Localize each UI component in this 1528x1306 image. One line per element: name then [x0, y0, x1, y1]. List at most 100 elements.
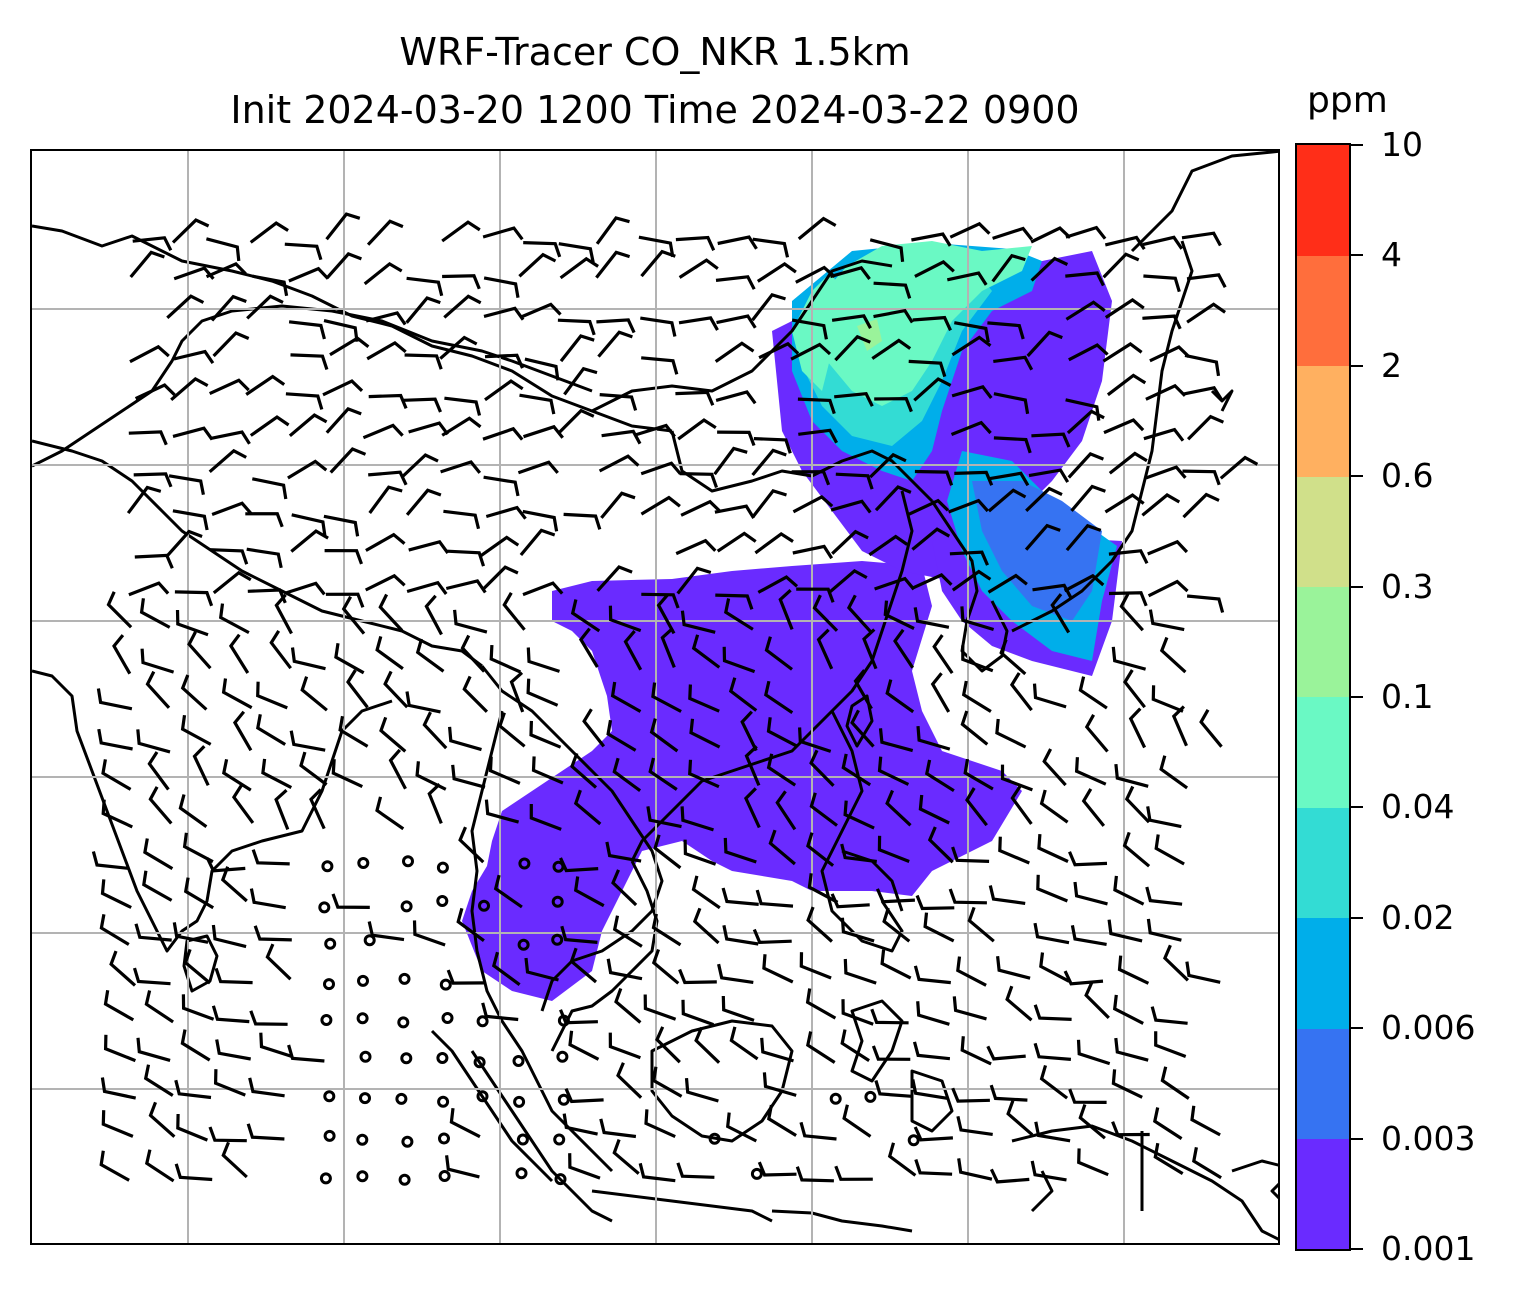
- wind-barb: [916, 1001, 950, 1026]
- wind-barb: [830, 499, 872, 514]
- wind-barb: [638, 235, 675, 258]
- wind-barb: [97, 728, 133, 751]
- map-canvas: [32, 151, 1278, 1243]
- wind-barb: [812, 594, 839, 632]
- wind-barb: [998, 836, 1030, 865]
- wind-barb: [405, 488, 442, 516]
- calm-wind-circle: [323, 1129, 336, 1142]
- wind-barb: [375, 796, 405, 831]
- wind-barb: [529, 804, 562, 831]
- colorbar-tick: [1351, 1137, 1363, 1140]
- wind-barb: [568, 1153, 601, 1180]
- colorbar-tick-label: 0.003: [1381, 1118, 1476, 1158]
- wind-barb: [751, 292, 786, 322]
- wind-barb: [211, 1005, 250, 1024]
- calm-wind-circle: [398, 1173, 411, 1186]
- wind-barb: [1067, 452, 1104, 479]
- wind-barb: [713, 446, 748, 476]
- wind-barb: [716, 314, 757, 329]
- wind-barb: [932, 634, 954, 674]
- wind-barb: [778, 589, 794, 630]
- wind-barb: [717, 430, 756, 447]
- wind-barb: [147, 751, 170, 791]
- wind-barb: [608, 1032, 641, 1060]
- wind-barb: [918, 794, 950, 825]
- wind-barb: [323, 514, 360, 537]
- wind-barb: [484, 353, 524, 369]
- wind-barb: [569, 947, 598, 984]
- wind-barb: [366, 340, 407, 361]
- wind-barb: [875, 888, 915, 904]
- wind-barb: [871, 338, 912, 360]
- wind-barb: [1103, 418, 1145, 435]
- wind-barb: [211, 924, 247, 949]
- wind-barb: [930, 672, 951, 713]
- wind-barb: [178, 794, 208, 829]
- wind-barb: [725, 1112, 758, 1143]
- wind-barb: [869, 452, 907, 479]
- colorbar-tick: [1351, 916, 1363, 919]
- wind-barb: [174, 1079, 212, 1100]
- wind-barb: [1159, 755, 1189, 790]
- wind-barb: [752, 928, 792, 945]
- wind-barb: [1160, 1066, 1190, 1100]
- colorbar-tick-label: 0.04: [1381, 787, 1455, 827]
- wind-barb: [678, 316, 719, 331]
- wind-barb: [331, 893, 370, 909]
- wind-barb: [1039, 1064, 1069, 1100]
- wind-barb: [1186, 594, 1225, 613]
- wind-barb: [288, 266, 330, 283]
- coastline-segment: [32, 224, 673, 433]
- wind-barb: [526, 647, 560, 673]
- wind-barb: [129, 250, 165, 279]
- wind-barb: [1147, 579, 1189, 598]
- wind-barb: [956, 1115, 993, 1136]
- wind-barb: [519, 393, 556, 415]
- wind-barb: [1050, 593, 1071, 634]
- wind-barb: [766, 753, 797, 787]
- wind-barb: [648, 757, 678, 791]
- wind-barb: [560, 925, 598, 944]
- wind-barb: [573, 876, 605, 908]
- wind-barb: [871, 1045, 911, 1061]
- wind-barb: [961, 645, 994, 673]
- wind-barb: [462, 675, 489, 713]
- wind-barb: [1065, 300, 1106, 321]
- tracer-plume-region: [972, 481, 1102, 621]
- wind-barb: [1077, 1148, 1109, 1177]
- wind-barb: [232, 710, 253, 752]
- wind-barb: [502, 591, 526, 631]
- wind-barb: [346, 669, 369, 709]
- wind-barb: [912, 1041, 951, 1061]
- calm-wind-circle: [750, 1167, 763, 1180]
- wind-barb: [405, 296, 441, 324]
- wind-barb: [809, 792, 838, 827]
- calm-wind-circle: [554, 1173, 567, 1186]
- wind-barb: [182, 832, 214, 864]
- wind-barb: [877, 835, 910, 863]
- wind-barb: [582, 708, 606, 748]
- wind-barb: [1037, 833, 1069, 863]
- wind-barb: [290, 529, 329, 553]
- wind-barb: [1146, 918, 1182, 942]
- colorbar-tick: [1351, 696, 1363, 698]
- wind-barb: [655, 1026, 681, 1064]
- wind-barb: [1148, 609, 1185, 632]
- wind-barb: [680, 610, 716, 634]
- wind-barb: [299, 751, 328, 786]
- wind-barb: [1145, 383, 1187, 401]
- wind-barb: [362, 423, 404, 440]
- coastline-segment: [1210, 389, 1234, 412]
- wind-barb: [843, 800, 875, 830]
- wind-barb: [221, 678, 253, 710]
- wind-barb: [988, 471, 1030, 487]
- colorbar-tick-label: 4: [1381, 235, 1402, 275]
- wind-barb: [1186, 273, 1227, 289]
- calm-wind-circle: [516, 1133, 529, 1146]
- wind-barb: [251, 849, 290, 866]
- wind-barb: [379, 716, 407, 753]
- wind-barb: [816, 628, 834, 670]
- calm-wind-circle: [398, 972, 411, 985]
- wind-barb: [175, 609, 209, 637]
- wind-barb: [365, 311, 407, 326]
